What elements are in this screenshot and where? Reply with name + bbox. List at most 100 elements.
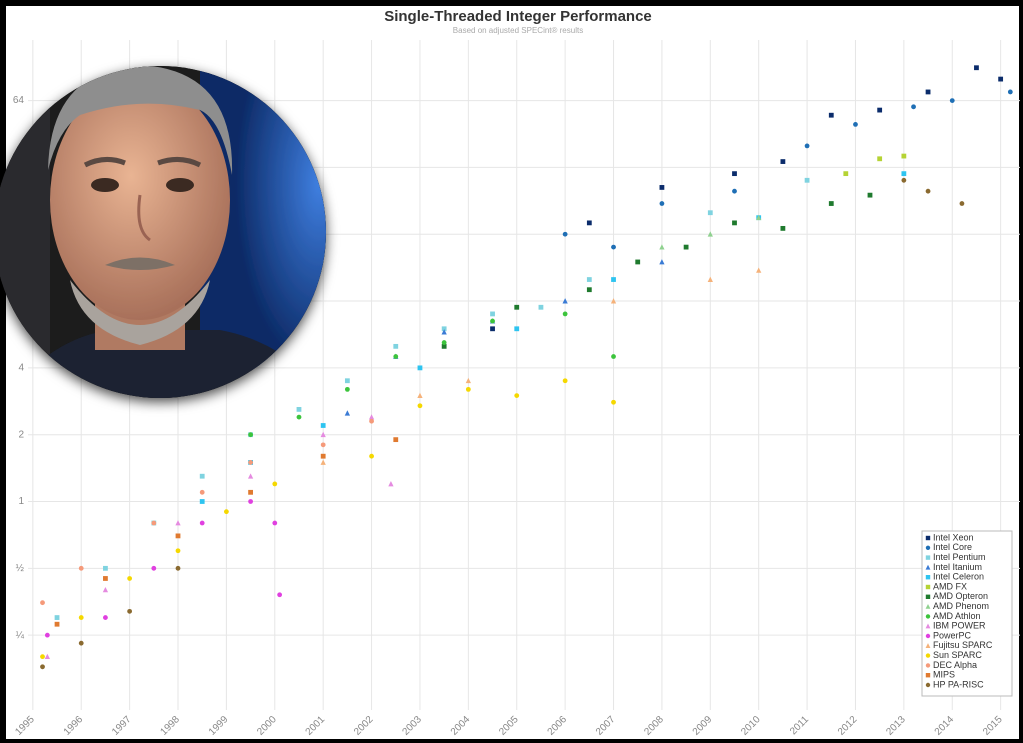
data-point <box>587 277 592 282</box>
data-point <box>660 185 665 190</box>
data-point <box>829 113 834 118</box>
y-tick-label: 2 <box>18 429 24 440</box>
data-point <box>277 592 282 597</box>
data-point <box>611 277 616 282</box>
data-point <box>853 122 858 127</box>
data-point <box>297 407 302 412</box>
data-point <box>345 387 350 392</box>
data-point <box>950 98 955 103</box>
legend-label: MIPS <box>933 670 955 680</box>
legend-marker <box>926 673 930 677</box>
data-point <box>732 220 737 225</box>
data-point <box>514 305 519 310</box>
data-point <box>176 548 181 553</box>
legend-label: Intel Core <box>933 542 972 552</box>
legend-marker <box>926 575 930 579</box>
legend-label: Sun SPARC <box>933 650 982 660</box>
data-point <box>805 178 810 183</box>
data-point <box>55 615 60 620</box>
chart-title: Single-Threaded Integer Performance <box>384 8 652 25</box>
data-point <box>843 171 848 176</box>
data-point <box>418 403 423 408</box>
data-point <box>79 566 84 571</box>
data-point <box>248 490 253 495</box>
legend-marker <box>926 595 930 599</box>
data-point <box>587 287 592 292</box>
data-point <box>911 104 916 109</box>
data-point <box>901 171 906 176</box>
data-point <box>40 664 45 669</box>
data-point <box>829 201 834 206</box>
page: {"chart_data": { "type": "scatter", "tit… <box>0 0 1023 743</box>
legend-marker <box>926 653 930 657</box>
legend-marker <box>926 555 930 559</box>
data-point <box>998 77 1003 82</box>
legend-label: DEC Alpha <box>933 660 977 670</box>
data-point <box>345 378 350 383</box>
legend-label: Fujitsu SPARC <box>933 640 993 650</box>
data-point <box>732 171 737 176</box>
y-tick-label: ¼ <box>16 629 25 641</box>
data-point <box>660 201 665 206</box>
data-point <box>224 509 229 514</box>
legend-label: AMD Phenom <box>933 601 989 611</box>
legend-label: PowerPC <box>933 630 972 640</box>
legend-marker <box>926 683 930 687</box>
data-point <box>176 533 181 538</box>
data-point <box>200 521 205 526</box>
data-point <box>901 154 906 159</box>
data-point <box>974 65 979 70</box>
data-point <box>321 454 326 459</box>
data-point <box>514 393 519 398</box>
data-point <box>55 622 60 627</box>
data-point <box>490 312 495 317</box>
data-point <box>490 326 495 331</box>
data-point <box>151 521 156 526</box>
legend-marker <box>926 634 930 638</box>
data-point <box>248 499 253 504</box>
data-point <box>200 490 205 495</box>
data-point <box>708 210 713 215</box>
legend-label: HP PA-RISC <box>933 679 984 689</box>
data-point <box>611 354 616 359</box>
legend-marker <box>926 663 930 667</box>
data-point <box>176 566 181 571</box>
data-point <box>563 232 568 237</box>
legend-label: Intel Pentium <box>933 552 986 562</box>
data-point <box>418 365 423 370</box>
data-point <box>369 419 374 424</box>
data-point <box>611 245 616 250</box>
data-point <box>103 576 108 581</box>
data-point <box>805 144 810 149</box>
data-point <box>539 305 544 310</box>
legend-label: Intel Itanium <box>933 562 982 572</box>
data-point <box>103 566 108 571</box>
data-point <box>40 654 45 659</box>
y-tick-label: 4 <box>18 363 24 374</box>
data-point <box>780 159 785 164</box>
data-point <box>79 615 84 620</box>
data-point <box>684 245 689 250</box>
data-point <box>272 521 277 526</box>
data-point <box>45 633 50 638</box>
data-point <box>563 378 568 383</box>
data-point <box>248 460 253 465</box>
data-point <box>79 641 84 646</box>
data-point <box>393 354 398 359</box>
data-point <box>200 499 205 504</box>
chart: 1995199619971998199920002001200220032004… <box>0 0 1023 743</box>
data-point <box>369 454 374 459</box>
legend-marker <box>926 546 930 550</box>
legend-marker <box>926 614 930 618</box>
data-point <box>877 156 882 161</box>
data-point <box>297 415 302 420</box>
data-point <box>635 260 640 265</box>
y-tick-label: ½ <box>16 563 25 574</box>
legend-label: AMD Athlon <box>933 611 981 621</box>
legend-label: AMD FX <box>933 581 967 591</box>
data-point <box>151 566 156 571</box>
data-point <box>127 576 132 581</box>
data-point <box>563 312 568 317</box>
data-point <box>926 90 931 95</box>
legend-label: Intel Xeon <box>933 532 974 542</box>
